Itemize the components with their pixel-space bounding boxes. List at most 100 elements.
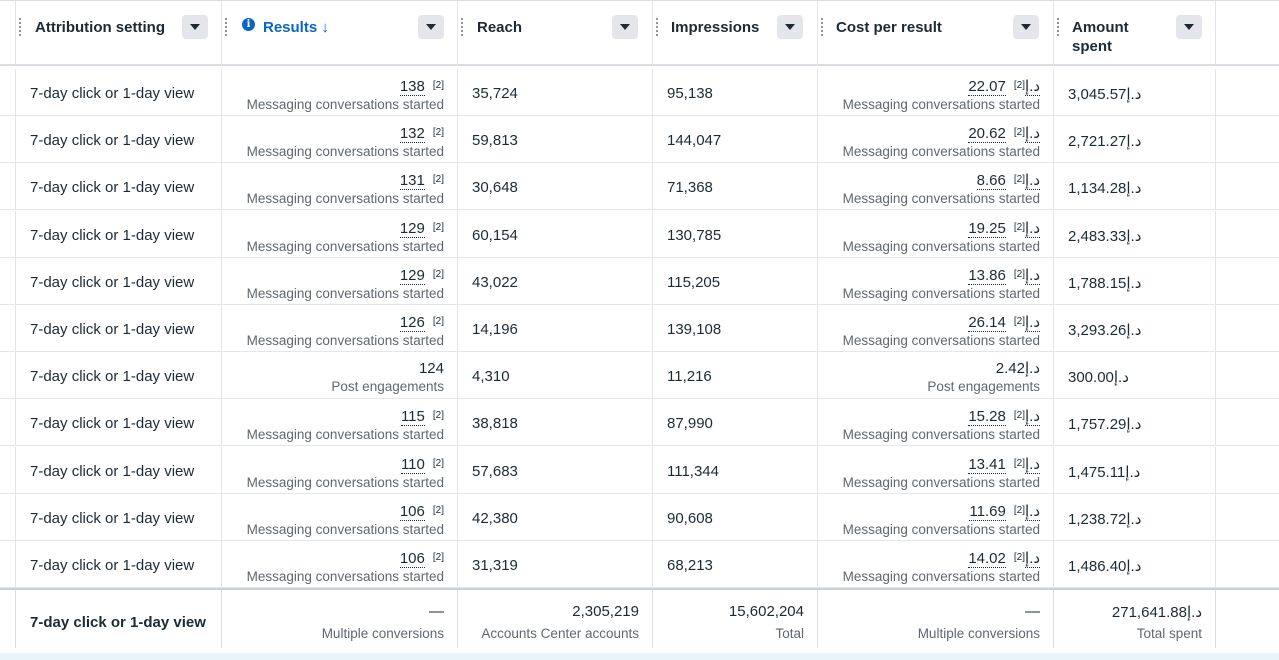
results-value[interactable]: 138 <box>399 78 425 96</box>
footnote-marker[interactable]: [2] <box>432 80 444 91</box>
results-value[interactable]: 126 <box>399 314 425 332</box>
results-value[interactable]: 131 <box>399 172 425 191</box>
footer-amount-value: 271,641.88د.إ <box>1111 604 1202 621</box>
column-resize-handle[interactable] <box>821 17 823 37</box>
footnote-marker[interactable]: [2] <box>432 127 444 139</box>
cell-amount-spent: 300.00د.إ <box>1054 352 1216 399</box>
table-row[interactable]: 7-day click or 1-day view 129 [2] Messaging… <box>0 210 1279 258</box>
footnote-marker[interactable]: [2] <box>432 221 444 233</box>
cost-value[interactable]: 22.07د.إ <box>968 78 1040 96</box>
amount-value: 1,134.28د.إ <box>1068 180 1142 198</box>
header-reach[interactable]: Reach <box>458 1 653 65</box>
footnote-marker[interactable]: [2] <box>1013 80 1025 91</box>
cost-value[interactable]: 8.66د.إ <box>976 172 1040 191</box>
footnote-marker[interactable]: [2] <box>1013 504 1025 516</box>
cost-value[interactable]: 14.02د.إ <box>968 550 1040 568</box>
column-dropdown-button[interactable] <box>777 15 803 39</box>
footnote-marker[interactable]: [2] <box>432 504 444 516</box>
cell-attribution: 7-day click or 1-day view <box>16 116 222 163</box>
footnote-marker[interactable]: [2] <box>1013 174 1025 186</box>
column-dropdown-button[interactable] <box>1013 15 1039 39</box>
results-value[interactable]: 115 <box>400 408 425 427</box>
cell-impressions: 95,138 <box>653 69 818 115</box>
footnote-marker[interactable]: [2] <box>432 410 444 422</box>
footnote-marker[interactable]: [2] <box>1013 552 1025 563</box>
results-type: Messaging conversations started <box>246 333 444 348</box>
results-value[interactable]: 132 <box>399 125 425 144</box>
table-row[interactable]: 7-day click or 1-day view 115 [2] Messaging… <box>0 399 1279 447</box>
cost-box: 8.66د.إ[2] Messaging conversations starte… <box>843 171 1040 207</box>
cost-value[interactable]: 11.69د.إ <box>969 502 1040 521</box>
cell-results: 106 [2] Messaging conversations started <box>222 493 458 540</box>
header-amount-spent[interactable]: Amount spent <box>1054 1 1216 65</box>
cost-value[interactable]: 2.42د.إ <box>995 360 1040 378</box>
column-title[interactable]: Results ↓ <box>263 19 329 36</box>
results-value[interactable]: 106 <box>399 550 425 568</box>
column-dropdown-button[interactable] <box>1176 15 1202 39</box>
column-resize-handle[interactable] <box>19 17 21 37</box>
table-row[interactable]: 7-day click or 1-day view 126 [2] Messaging… <box>0 305 1279 352</box>
table-row[interactable]: 7-day click or 1-day view 110 [2] Messaging… <box>0 446 1279 494</box>
table-row[interactable]: 7-day click or 1-day view 106 [2] Messaging… <box>0 493 1279 541</box>
info-icon[interactable]: i <box>242 18 255 31</box>
footnote-marker[interactable]: [2] <box>432 457 444 469</box>
footer-impressions-value: 15,602,204 <box>728 603 804 620</box>
table-row[interactable]: 7-day click or 1-day view 124 Post engagem… <box>0 352 1279 400</box>
header-results[interactable]: i Results ↓ <box>222 1 458 65</box>
header-attribution-setting[interactable]: Attribution setting <box>16 1 222 65</box>
cost-value[interactable]: 19.25د.إ <box>968 219 1040 238</box>
footer-attribution: 7-day click or 1-day view <box>16 590 222 648</box>
footnote-marker[interactable]: [2] <box>1013 457 1025 469</box>
footnote-marker[interactable]: [2] <box>432 316 444 327</box>
footnote-marker[interactable]: [2] <box>1013 316 1025 327</box>
cost-type: Messaging conversations started <box>842 521 1040 537</box>
cost-value[interactable]: 13.41د.إ <box>968 455 1040 474</box>
results-value[interactable]: 106 <box>399 502 425 521</box>
cost-box: 26.14د.إ[2] Messaging conversations start… <box>843 313 1040 349</box>
column-dropdown-button[interactable] <box>418 15 444 39</box>
column-resize-handle[interactable] <box>1057 17 1059 37</box>
column-resize-handle[interactable] <box>656 17 658 37</box>
cost-value[interactable]: 13.86د.إ <box>968 266 1040 285</box>
footnote-marker[interactable]: [2] <box>432 174 444 186</box>
results-value[interactable]: 124 <box>418 360 444 378</box>
cost-value[interactable]: 15.28د.إ <box>968 408 1040 427</box>
cost-type: Post engagements <box>927 379 1040 395</box>
column-resize-handle[interactable] <box>225 17 227 37</box>
footnote-marker[interactable]: [2] <box>1013 221 1025 233</box>
column-dropdown-button[interactable] <box>182 15 208 39</box>
table-row[interactable]: 7-day click or 1-day view 132 [2] Messaging… <box>0 116 1279 164</box>
header-cost-per-result[interactable]: Cost per result <box>818 1 1054 65</box>
header-spacer <box>0 1 16 65</box>
column-dropdown-button[interactable] <box>612 15 638 39</box>
results-type: Messaging conversations started <box>246 569 444 584</box>
column-resize-handle[interactable] <box>461 17 463 37</box>
footnote-marker[interactable]: [2] <box>1013 268 1025 280</box>
cell-results: 115 [2] Messaging conversations started <box>222 399 458 446</box>
impressions-value: 139,108 <box>667 321 722 338</box>
results-value[interactable]: 129 <box>399 266 425 285</box>
footnote-marker[interactable]: [2] <box>1013 127 1025 139</box>
results-value[interactable]: 129 <box>399 219 425 238</box>
table-row[interactable]: 7-day click or 1-day view 129 [2] Messaging… <box>0 257 1279 305</box>
cost-value[interactable]: 20.62د.إ <box>968 125 1040 144</box>
cost-box: 19.25د.إ[2] Messaging conversations start… <box>843 219 1040 255</box>
impressions-value: 68,213 <box>667 557 713 574</box>
footer-reach: 2,305,219 Accounts Center accounts <box>458 590 653 648</box>
results-value[interactable]: 110 <box>400 455 425 474</box>
footnote-marker[interactable]: [2] <box>432 268 444 280</box>
results-box: 106 [2] Messaging conversations started <box>247 549 444 585</box>
horizontal-scrollbar[interactable] <box>0 653 1279 660</box>
cell-amount-spent: 3,293.26د.إ <box>1054 305 1216 351</box>
table-row[interactable]: 7-day click or 1-day view 131 [2] Messaging… <box>0 163 1279 211</box>
attribution-text: 7-day click or 1-day view <box>30 179 195 197</box>
table-row[interactable]: 7-day click or 1-day view 138 [2] Messaging… <box>0 69 1279 116</box>
cell-results: 132 [2] Messaging conversations started <box>222 116 458 163</box>
footnote-marker[interactable]: [2] <box>432 552 444 563</box>
column-title: Attribution setting <box>35 19 165 36</box>
table-row[interactable]: 7-day click or 1-day view 106 [2] Messaging… <box>0 541 1279 588</box>
header-impressions[interactable]: Impressions <box>653 1 818 65</box>
results-box: 129 [2] Messaging conversations started <box>247 266 444 302</box>
footnote-marker[interactable]: [2] <box>1013 410 1025 422</box>
cost-value[interactable]: 26.14د.إ <box>968 314 1040 332</box>
